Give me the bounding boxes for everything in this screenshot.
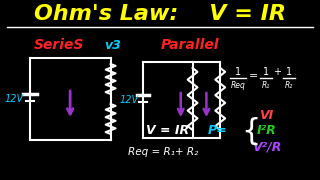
Text: R₂: R₂: [285, 80, 293, 89]
Text: 12V: 12V: [4, 94, 23, 104]
Text: V²/R: V²/R: [252, 141, 281, 154]
Text: Ohm's Law:    V = IR: Ohm's Law: V = IR: [34, 4, 286, 24]
Text: v3: v3: [104, 39, 121, 51]
Text: {: {: [241, 116, 260, 145]
Text: 1: 1: [235, 67, 241, 77]
Text: SerieS: SerieS: [34, 38, 84, 52]
Text: =: =: [249, 71, 259, 81]
Text: VI: VI: [260, 109, 274, 122]
Text: 1: 1: [286, 67, 292, 77]
Text: 1: 1: [263, 67, 269, 77]
Text: P=: P=: [207, 123, 227, 136]
Text: +: +: [274, 67, 282, 77]
Text: R₁: R₁: [261, 80, 270, 89]
Text: Parallel: Parallel: [160, 38, 219, 52]
Text: 12V: 12V: [120, 95, 139, 105]
Text: V = IR: V = IR: [146, 123, 189, 136]
Text: I²R: I²R: [257, 125, 276, 138]
Text: Req: Req: [231, 80, 245, 89]
Text: Req = R₁+ R₂: Req = R₁+ R₂: [128, 147, 198, 157]
